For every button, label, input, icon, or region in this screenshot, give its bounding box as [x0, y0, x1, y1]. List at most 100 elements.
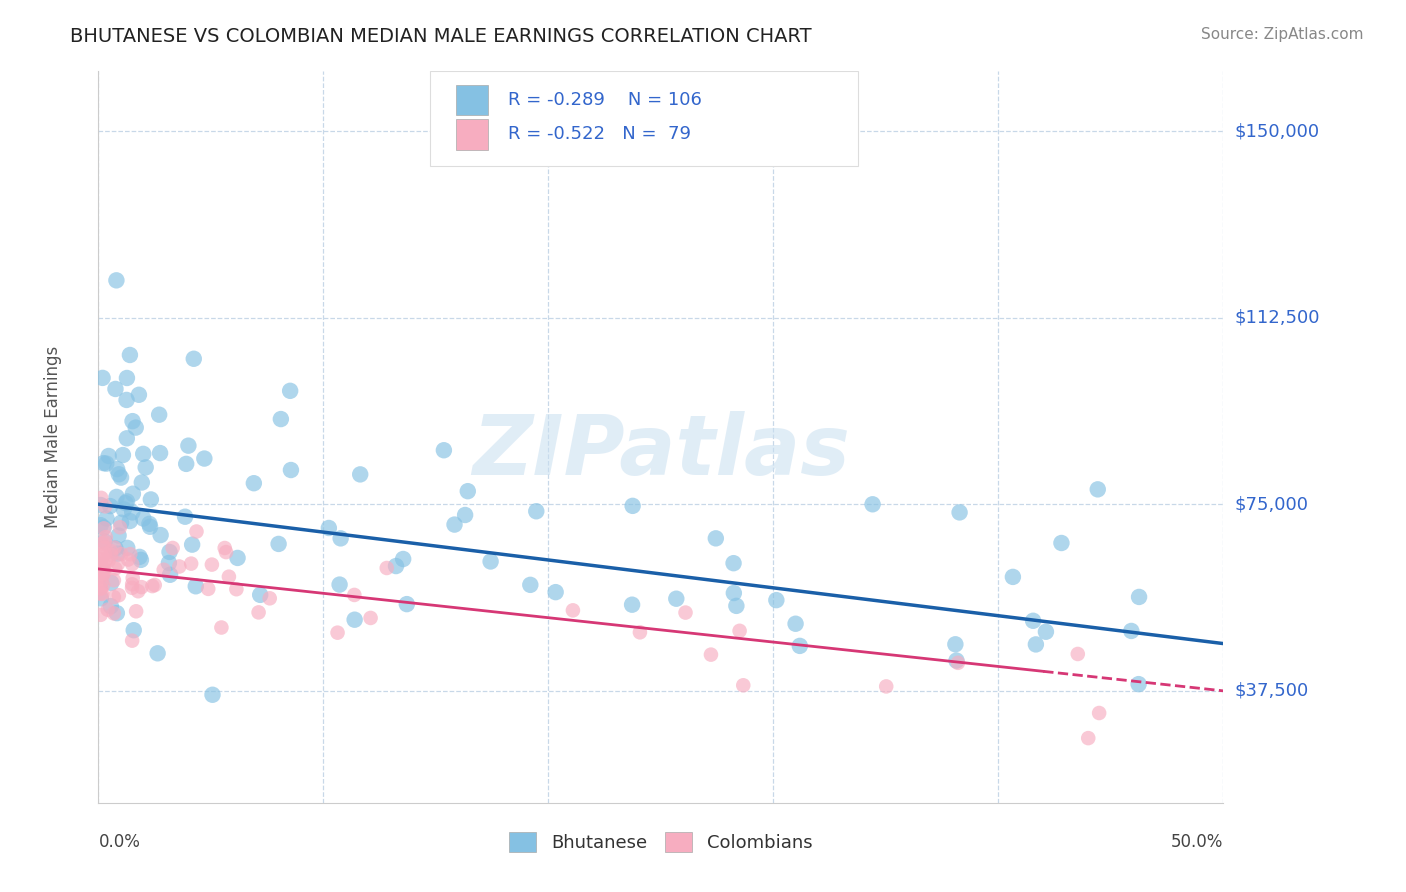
Point — [193, 451, 215, 466]
Point — [91, 371, 114, 385]
Point — [115, 371, 138, 385]
Point — [90, 607, 112, 622]
Point — [457, 484, 479, 499]
Point — [259, 591, 281, 606]
Point — [90, 582, 112, 596]
Point — [104, 382, 127, 396]
FancyBboxPatch shape — [456, 85, 488, 115]
Point — [105, 606, 128, 620]
Point — [1022, 614, 1045, 628]
Point — [169, 559, 191, 574]
Text: 50.0%: 50.0% — [1171, 833, 1223, 851]
Text: 0.0%: 0.0% — [98, 833, 141, 851]
Point — [118, 348, 141, 362]
Legend: Bhutanese, Colombians: Bhutanese, Colombians — [502, 824, 820, 860]
Point — [121, 571, 143, 585]
Point — [91, 565, 114, 579]
Point — [90, 591, 112, 606]
Point — [100, 599, 122, 614]
Point — [159, 567, 181, 582]
Point — [184, 579, 207, 593]
Point — [103, 607, 125, 621]
Point — [141, 579, 163, 593]
Point — [90, 548, 112, 562]
Point — [97, 553, 120, 567]
Point — [107, 557, 129, 571]
Point — [247, 606, 270, 620]
Point — [249, 588, 271, 602]
Point — [433, 443, 456, 458]
Point — [118, 514, 141, 528]
Point — [128, 549, 150, 564]
Point — [115, 431, 138, 445]
Point — [267, 537, 290, 551]
Point — [946, 656, 969, 670]
Point — [121, 633, 143, 648]
Point — [1035, 624, 1057, 639]
Point — [280, 463, 302, 477]
Point — [159, 545, 181, 559]
Point — [120, 547, 142, 561]
Point — [329, 532, 352, 546]
Point — [104, 561, 127, 575]
Point — [862, 497, 884, 511]
Point — [1128, 590, 1150, 604]
Point — [1050, 536, 1073, 550]
Point — [121, 581, 143, 595]
Point — [146, 646, 169, 660]
Point — [121, 505, 143, 519]
Point — [96, 511, 118, 525]
Point — [94, 500, 117, 514]
Point — [1128, 677, 1150, 691]
Point — [152, 563, 174, 577]
Point — [157, 556, 180, 570]
Point — [544, 585, 567, 599]
Point — [112, 502, 135, 516]
Point — [90, 574, 112, 589]
Point — [183, 351, 205, 366]
Point — [278, 384, 301, 398]
Point — [110, 470, 132, 484]
Point — [628, 625, 651, 640]
Point — [201, 558, 224, 572]
Point — [1087, 483, 1109, 497]
Point — [128, 388, 150, 402]
Point — [111, 448, 134, 462]
Point — [143, 578, 166, 592]
Point — [98, 499, 121, 513]
Point — [789, 639, 811, 653]
Point — [132, 447, 155, 461]
Point — [104, 541, 127, 556]
Point — [765, 593, 787, 607]
Point — [700, 648, 723, 662]
Text: Source: ZipAtlas.com: Source: ZipAtlas.com — [1201, 27, 1364, 42]
Point — [723, 586, 745, 600]
Point — [875, 680, 897, 694]
Text: R = -0.289    N = 106: R = -0.289 N = 106 — [508, 91, 702, 109]
FancyBboxPatch shape — [456, 119, 488, 150]
Point — [115, 392, 138, 407]
Point — [1025, 637, 1047, 651]
Text: $37,500: $37,500 — [1234, 681, 1309, 700]
Point — [125, 420, 148, 434]
Point — [201, 688, 224, 702]
Point — [139, 492, 162, 507]
Point — [91, 536, 114, 550]
Text: $75,000: $75,000 — [1234, 495, 1309, 513]
Point — [665, 591, 688, 606]
Point — [177, 439, 200, 453]
Point — [225, 582, 247, 597]
Point — [375, 561, 398, 575]
Point — [122, 486, 145, 500]
Point — [108, 520, 131, 534]
Point — [103, 573, 125, 587]
Point — [270, 412, 292, 426]
Point — [349, 467, 371, 482]
Point — [105, 273, 128, 287]
Point — [105, 462, 128, 476]
Point — [97, 449, 120, 463]
Point — [343, 588, 366, 602]
Point — [93, 562, 115, 576]
Point — [395, 597, 418, 611]
Point — [115, 494, 138, 508]
